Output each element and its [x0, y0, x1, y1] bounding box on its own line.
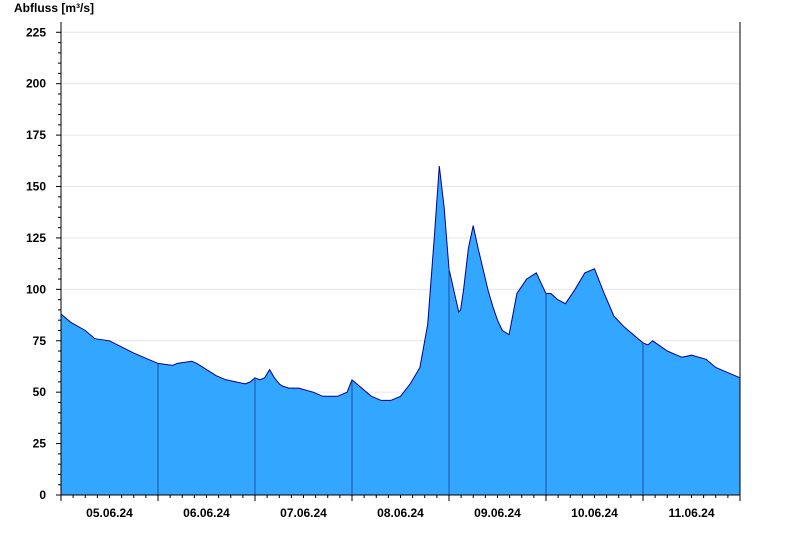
x-tick-label: 05.06.24 [86, 506, 133, 520]
day-dividers [157, 268, 644, 495]
x-tick-label: 11.06.24 [668, 506, 714, 520]
y-tick-label: 225 [26, 25, 46, 39]
x-tick-label: 06.06.24 [183, 506, 230, 520]
y-tick-label: 50 [33, 385, 47, 399]
y-axis-label: Abfluss [m³/s] [14, 1, 94, 15]
discharge-series [60, 165, 741, 495]
y-tick-label: 150 [26, 180, 46, 194]
y-tick-label: 0 [39, 488, 46, 502]
y-tick-label: 200 [26, 77, 46, 91]
x-axis-ticks: 05.06.24 06.06.24 07.06.24 08.06.24 09.06.24… [60, 495, 741, 520]
discharge-area [61, 166, 740, 495]
x-tick-label: 08.06.24 [377, 506, 424, 520]
y-axis-ticks: 0 25 50 75 100 125 150 175 200 225 [26, 25, 61, 502]
x-tick-label: 10.06.24 [571, 506, 618, 520]
x-tick-label: 07.06.24 [280, 506, 327, 520]
y-tick-label: 125 [26, 231, 46, 245]
discharge-line [60, 165, 741, 401]
y-tick-label: 75 [33, 334, 47, 348]
y-tick-label: 175 [26, 128, 46, 142]
y-tick-label: 25 [33, 437, 47, 451]
x-tick-label: 09.06.24 [474, 506, 521, 520]
y-tick-label: 100 [26, 282, 46, 296]
